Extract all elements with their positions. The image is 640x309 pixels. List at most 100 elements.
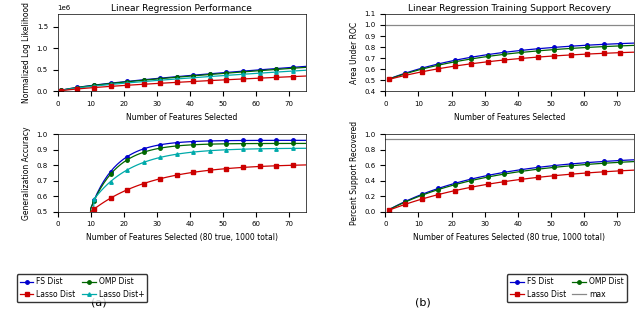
- OMP Dist: [243, 142, 250, 146]
- FS Dist: [57, 88, 65, 92]
- OMP Dist: [302, 66, 310, 69]
- FS Dist: [259, 68, 267, 71]
- Lasso Dist: [570, 172, 578, 176]
- FS Dist: [77, 287, 84, 291]
- Lasso Dist+: [276, 147, 284, 150]
- OMP Dist: [243, 70, 250, 74]
- OMP Dist: [580, 163, 588, 167]
- Lasso Dist+: [243, 147, 250, 151]
- OMP Dist: [577, 163, 584, 167]
- Y-axis label: Generalization Accuracy: Generalization Accuracy: [22, 126, 31, 220]
- Lasso Dist+: [276, 70, 284, 74]
- FS Dist: [587, 43, 595, 47]
- Lasso Dist: [57, 89, 65, 93]
- Line: Lasso Dist: Lasso Dist: [59, 163, 308, 291]
- OMP Dist: [252, 69, 260, 73]
- Line: OMP Dist: OMP Dist: [387, 44, 636, 81]
- OMP Dist: [249, 69, 257, 73]
- FS Dist: [302, 65, 310, 68]
- FS Dist: [302, 138, 310, 142]
- Title: Linear Regression Training Support Recovery: Linear Regression Training Support Recov…: [408, 4, 611, 13]
- OMP Dist: [604, 44, 611, 48]
- Lasso Dist: [630, 168, 637, 172]
- OMP Dist: [77, 287, 84, 291]
- OMP Dist: [604, 161, 611, 165]
- X-axis label: Number of Features Selected (80 true, 1000 total): Number of Features Selected (80 true, 10…: [413, 233, 605, 242]
- FS Dist: [252, 68, 260, 72]
- Lasso Dist: [580, 53, 588, 56]
- Lasso Dist+: [302, 146, 310, 150]
- FS Dist: [404, 70, 412, 74]
- FS Dist: [604, 42, 611, 46]
- Lasso Dist: [604, 170, 611, 173]
- OMP Dist: [587, 45, 595, 49]
- OMP Dist: [570, 164, 578, 167]
- Legend: FS Dist, Lasso Dist, OMP Dist, Lasso Dist+: FS Dist, Lasso Dist, OMP Dist, Lasso Dis…: [17, 274, 147, 302]
- OMP Dist: [577, 46, 584, 50]
- Line: Lasso Dist+: Lasso Dist+: [59, 69, 308, 92]
- Line: FS Dist: FS Dist: [387, 158, 636, 212]
- FS Dist: [404, 198, 412, 202]
- OMP Dist: [57, 88, 65, 92]
- Lasso Dist: [385, 78, 392, 81]
- FS Dist: [276, 138, 284, 142]
- Lasso Dist: [57, 287, 65, 291]
- Lasso Dist: [577, 171, 584, 175]
- Lasso Dist: [276, 75, 284, 79]
- Text: (a): (a): [92, 298, 107, 307]
- Lasso Dist+: [249, 147, 257, 151]
- Line: OMP Dist: OMP Dist: [387, 160, 636, 212]
- Lasso Dist: [302, 163, 310, 167]
- FS Dist: [252, 138, 260, 142]
- Line: Lasso Dist+: Lasso Dist+: [59, 146, 308, 291]
- Lasso Dist: [276, 164, 284, 167]
- FS Dist: [77, 85, 84, 89]
- FS Dist: [57, 287, 65, 291]
- X-axis label: Number of Features Selected: Number of Features Selected: [454, 113, 565, 122]
- OMP Dist: [570, 46, 578, 50]
- Lasso Dist: [249, 165, 257, 169]
- Lasso Dist: [404, 201, 412, 205]
- FS Dist: [630, 41, 637, 45]
- Lasso Dist: [587, 171, 595, 175]
- Lasso Dist: [630, 50, 637, 54]
- FS Dist: [276, 66, 284, 70]
- FS Dist: [243, 69, 250, 73]
- Y-axis label: Normalized Log Likelihood: Normalized Log Likelihood: [22, 2, 31, 103]
- Lasso Dist: [252, 76, 260, 80]
- Line: OMP Dist: OMP Dist: [59, 142, 308, 291]
- Lasso Dist: [580, 171, 588, 175]
- Lasso Dist: [259, 164, 267, 168]
- OMP Dist: [276, 67, 284, 71]
- Lasso Dist+: [252, 71, 260, 75]
- Lasso Dist+: [249, 72, 257, 75]
- OMP Dist: [302, 142, 310, 145]
- OMP Dist: [259, 142, 267, 145]
- Line: FS Dist: FS Dist: [59, 139, 308, 291]
- Lasso Dist: [77, 87, 84, 91]
- Lasso Dist: [243, 165, 250, 169]
- OMP Dist: [404, 199, 412, 202]
- Lasso Dist: [252, 165, 260, 168]
- Lasso Dist: [385, 209, 392, 212]
- FS Dist: [630, 158, 637, 162]
- Lasso Dist: [259, 76, 267, 80]
- OMP Dist: [385, 77, 392, 81]
- Lasso Dist+: [259, 147, 267, 150]
- FS Dist: [580, 161, 588, 165]
- OMP Dist: [252, 142, 260, 146]
- Lasso Dist+: [57, 287, 65, 291]
- Lasso Dist: [249, 77, 257, 80]
- FS Dist: [249, 138, 257, 142]
- FS Dist: [570, 44, 578, 48]
- OMP Dist: [630, 160, 637, 163]
- Lasso Dist: [577, 53, 584, 56]
- Line: Lasso Dist: Lasso Dist: [387, 168, 636, 212]
- FS Dist: [385, 77, 392, 81]
- Lasso Dist+: [77, 86, 84, 90]
- OMP Dist: [276, 142, 284, 145]
- FS Dist: [577, 161, 584, 165]
- Lasso Dist+: [302, 68, 310, 72]
- Y-axis label: Area Under ROC: Area Under ROC: [350, 22, 359, 84]
- OMP Dist: [587, 162, 595, 166]
